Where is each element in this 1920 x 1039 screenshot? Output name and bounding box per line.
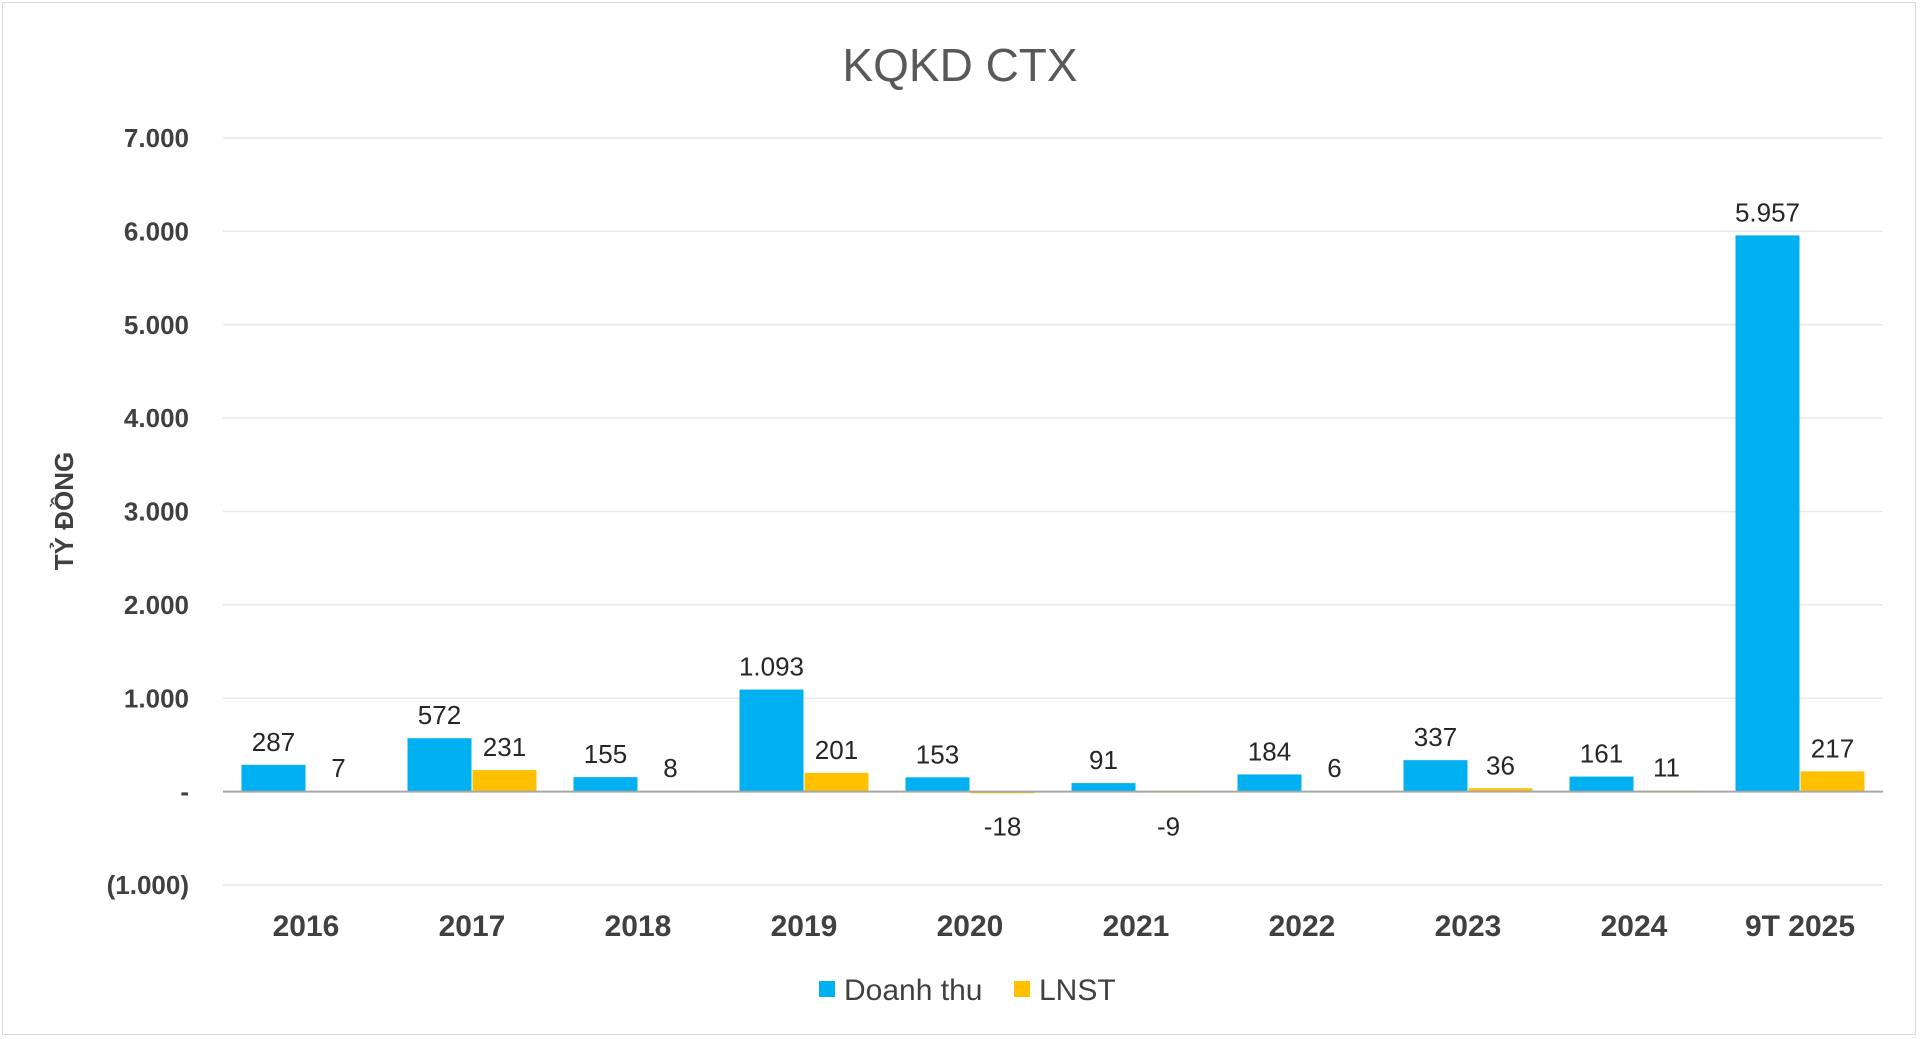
data-label: 287 [252,727,295,757]
x-tick-label: 2021 [1103,910,1170,943]
legend-doanh-thu-swatch [819,981,835,997]
y-tick-label: (1.000) [107,870,189,900]
data-label: 11 [1653,753,1680,783]
data-label: 201 [815,735,858,765]
data-label: 231 [483,732,526,762]
data-label: 184 [1248,736,1291,766]
bar-doanh-thu-7 [1403,760,1468,792]
y-axis-label: TỶ ĐỒNG [49,452,79,570]
x-axis-ticks: 2016 2017 2018 2019 2020 2021 2022 2023 2024 9T 2… [273,910,1855,943]
x-tick-label: 2019 [771,910,838,943]
bar-doanh-thu-3 [739,689,804,792]
x-tick-label: 2023 [1435,910,1502,943]
bar-doanh-thu-5 [1071,783,1136,792]
bar-doanh-thu-0 [241,764,306,792]
x-tick-label: 2017 [439,910,506,943]
legend-doanh-thu-label: Doanh thu [844,974,982,1007]
data-label: 161 [1580,739,1623,769]
bar-doanh-thu-2 [573,777,638,792]
bar-lnst-9 [1800,771,1865,792]
x-tick-label: 2024 [1601,910,1668,943]
data-label: 217 [1811,733,1854,763]
bar-lnst-1 [472,770,537,792]
data-label: 155 [584,739,627,769]
x-tick-label: 2016 [273,910,340,943]
bars [241,235,1865,794]
data-labels: 287 7 572 231 155 8 1.093 201 153 -18 91 -9 184 6 337 3… [252,197,1854,841]
bar-doanh-thu-8 [1569,776,1634,792]
bar-doanh-thu-1 [407,738,472,792]
legend: Doanh thu LNST [819,974,1116,1007]
legend-lnst-label: LNST [1039,974,1116,1007]
x-tick-label: 2020 [937,910,1004,943]
data-label: 6 [1327,753,1341,783]
y-tick-label: 2.000 [124,590,189,620]
data-label: 91 [1089,745,1118,775]
x-tick-label: 2022 [1269,910,1336,943]
y-tick-label: - [180,777,189,807]
data-label: 337 [1414,722,1457,752]
legend-lnst-swatch [1014,981,1030,997]
data-label: 153 [916,739,959,769]
bar-doanh-thu-6 [1237,774,1302,792]
data-label: 1.093 [739,652,804,682]
data-label: 7 [331,753,345,783]
gridlines [223,137,1883,886]
y-tick-label: 7.000 [124,123,189,153]
y-tick-label: 1.000 [124,683,189,713]
y-axis-ticks: (1.000) - 1.000 2.000 3.000 4.000 5.000 6.000 7.… [107,123,189,900]
y-tick-label: 4.000 [124,403,189,433]
chart-title: KQKD CTX [842,39,1077,91]
y-tick-label: 6.000 [124,216,189,246]
y-tick-label: 5.000 [124,310,189,340]
data-label: -18 [984,812,1022,842]
y-tick-label: 3.000 [124,497,189,527]
x-tick-label: 9T 2025 [1745,910,1855,943]
bar-lnst-3 [804,772,869,792]
x-tick-label: 2018 [605,910,672,943]
data-label: 8 [663,753,677,783]
bar-chart: KQKD CTX (1.000) - 1.000 2.000 3.000 4.000 5.0… [49,39,1883,1007]
bar-doanh-thu-4 [905,777,970,792]
data-label: 5.957 [1735,197,1800,227]
bar-doanh-thu-9 [1735,235,1800,792]
data-label: 572 [418,700,461,730]
bar-lnst-7 [1468,788,1533,792]
data-label: 36 [1486,750,1515,780]
data-label: -9 [1157,812,1180,842]
